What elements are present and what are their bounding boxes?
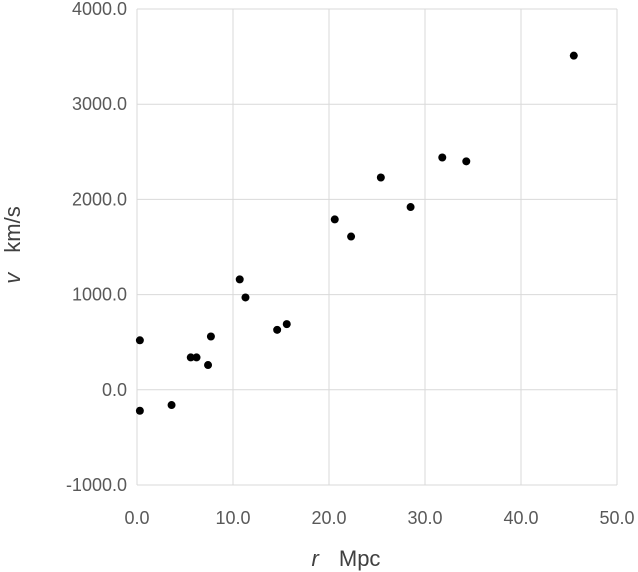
data-point: [376, 173, 385, 182]
y-tick-label: 3000.0: [72, 94, 127, 114]
data-point: [192, 353, 201, 362]
x-axis-title: r Mpc: [312, 546, 381, 571]
data-point: [330, 215, 339, 224]
data-point: [282, 320, 291, 329]
x-axis-unit: Mpc: [339, 546, 381, 571]
x-axis-variable: r: [312, 546, 321, 571]
data-point: [167, 401, 176, 410]
y-tick-label: 1000.0: [72, 285, 127, 305]
data-point: [204, 361, 213, 370]
data-point: [206, 332, 215, 341]
y-tick-labels: -1000.0 0.0 1000.0 2000.0 3000.0 4000.0: [66, 0, 127, 495]
x-tick-label: 30.0: [407, 508, 442, 528]
data-point: [135, 336, 144, 345]
y-tick-label: 0.0: [102, 380, 127, 400]
x-tick-label: 10.0: [215, 508, 250, 528]
x-tick-label: 20.0: [311, 508, 346, 528]
data-point: [462, 157, 471, 166]
data-point: [569, 51, 578, 60]
x-tick-label: 40.0: [503, 508, 538, 528]
y-axis-variable: v: [0, 271, 25, 284]
x-tick-label: 50.0: [599, 508, 634, 528]
y-axis-unit: km/s: [0, 206, 25, 252]
data-point: [273, 325, 282, 334]
y-tick-label: 4000.0: [72, 0, 127, 19]
grid-lines: [137, 8, 618, 486]
data-points: [135, 51, 578, 415]
data-point: [241, 293, 250, 302]
data-point: [235, 275, 244, 284]
x-tick-labels: 0.0 10.0 20.0 30.0 40.0 50.0: [124, 508, 634, 528]
data-point: [186, 353, 195, 362]
data-point: [438, 153, 447, 162]
data-point: [406, 203, 415, 212]
y-tick-label: -1000.0: [66, 475, 127, 495]
y-tick-label: 2000.0: [72, 189, 127, 209]
y-axis-title: v km/s: [0, 206, 25, 283]
x-tick-label: 0.0: [124, 508, 149, 528]
data-point: [347, 232, 356, 241]
data-point: [135, 406, 144, 415]
